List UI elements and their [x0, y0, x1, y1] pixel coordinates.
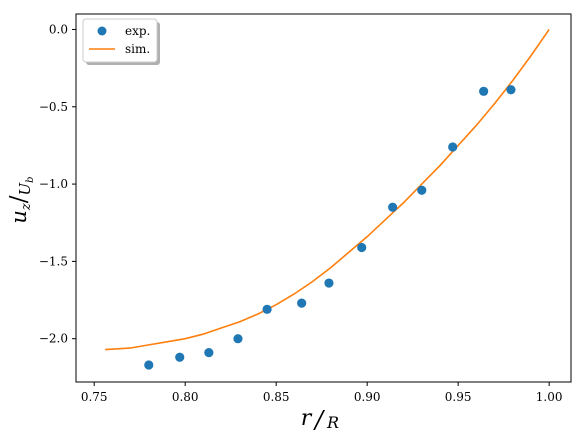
exp-point — [448, 142, 458, 152]
y-axis-label-text: uz/Ub — [6, 176, 36, 223]
sim-line — [105, 29, 550, 351]
x-tick-label: 0.85 — [263, 390, 290, 404]
y-axis-label-den-sub: b — [25, 176, 36, 182]
exp-point — [144, 360, 154, 370]
plot-background — [76, 14, 571, 382]
y-tick-label: −0.5 — [39, 100, 68, 114]
x-axis-label-den: R — [326, 413, 339, 432]
y-axis: 0.0 −0.5 −1.0 −1.5 −2.0 — [39, 22, 76, 346]
x-axis: 0.75 0.80 0.85 0.90 0.95 1.00 — [81, 382, 563, 404]
y-tick-label: −1.0 — [39, 177, 68, 191]
plot-frame — [75, 13, 572, 383]
legend-exp-marker — [97, 26, 107, 36]
exp-point — [204, 348, 214, 358]
sim-series — [105, 29, 550, 351]
x-tick-label: 1.00 — [536, 390, 563, 404]
exp-point — [388, 202, 398, 212]
legend-sim-label: sim. — [125, 42, 150, 56]
y-tick-label: −1.5 — [39, 254, 68, 268]
y-axis-label-num-sub: z — [19, 203, 34, 211]
exp-point — [233, 334, 243, 344]
x-tick-label: 0.80 — [172, 390, 199, 404]
exp-point — [417, 185, 427, 195]
exp-point — [479, 86, 489, 96]
x-tick-label: 0.95 — [445, 390, 472, 404]
exp-point — [324, 278, 334, 288]
y-axis-label-num: u — [7, 210, 31, 224]
x-axis-label-num: r — [301, 406, 313, 431]
y-tick-label: 0.0 — [49, 22, 68, 36]
exp-point — [357, 242, 367, 253]
legend: exp. sim. — [82, 18, 160, 65]
y-axis-label: uz/Ub — [6, 176, 36, 223]
exp-point — [297, 298, 307, 308]
exp-point — [262, 304, 272, 314]
plot-area — [75, 13, 572, 383]
x-axis-label-slash: / — [313, 406, 326, 434]
legend-exp-label: exp. — [125, 24, 150, 38]
y-axis-label-slash: / — [6, 195, 32, 203]
y-axis-label-den: U — [16, 181, 34, 195]
exp-series — [144, 85, 516, 370]
x-axis-label: r / R — [301, 406, 339, 434]
exp-point — [506, 85, 516, 95]
exp-point — [175, 352, 185, 362]
y-tick-label: −2.0 — [39, 332, 68, 346]
x-tick-label: 0.75 — [81, 390, 108, 404]
x-tick-label: 0.90 — [354, 390, 381, 404]
